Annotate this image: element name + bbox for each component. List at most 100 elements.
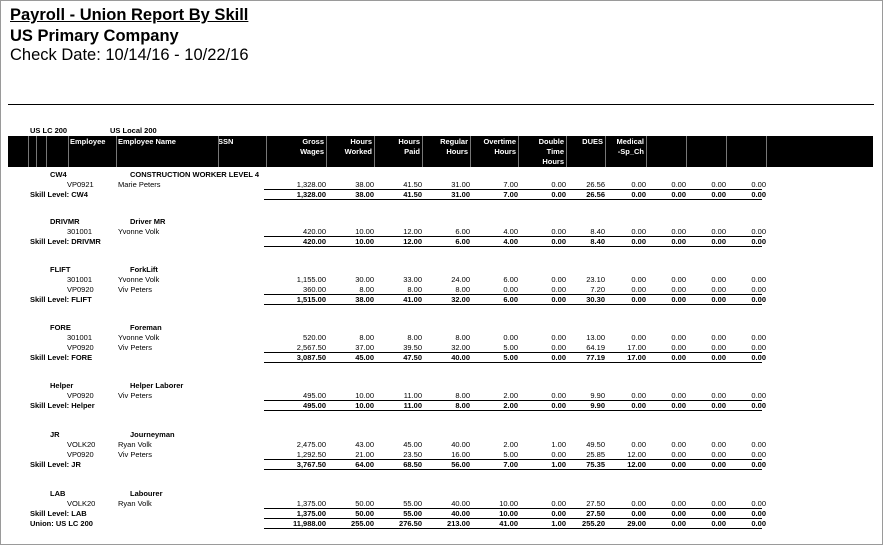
skill-subtotal-value: 3,087.50 [296, 353, 326, 362]
skill-subtotal-value: 6.00 [455, 237, 470, 246]
skill-subtotal-value: 0.00 [631, 401, 646, 410]
skill-subtotal-value: 0.00 [551, 401, 566, 410]
employee-value: 0.00 [751, 450, 766, 459]
employee-value: 0.00 [751, 391, 766, 400]
employee-value: 9.90 [590, 391, 605, 400]
skill-subtotal-value: 41.50 [403, 190, 422, 199]
header-column-divider [605, 136, 606, 167]
skill-subtotal-value: 0.00 [751, 190, 766, 199]
employee-value: 8.00 [359, 333, 374, 342]
employee-value: 4.00 [503, 227, 518, 236]
employee-value: 1.00 [551, 440, 566, 449]
skill-subtotal-value: 0.00 [551, 190, 566, 199]
skill-subtotal-value: 11.00 [403, 401, 422, 410]
skill-subtotal-value: 0.00 [631, 190, 646, 199]
header-column-divider [470, 136, 471, 167]
skill-subtotal-value: 50.00 [355, 509, 374, 518]
employee-value: 1,375.00 [296, 499, 326, 508]
employee-value: 0.00 [503, 285, 518, 294]
employee-value: 0.00 [671, 499, 686, 508]
employee-value: 0.00 [671, 343, 686, 352]
subtotal-rule [264, 528, 762, 529]
skill-code: JR [50, 430, 60, 439]
employee-value: 7.20 [590, 285, 605, 294]
employee-name: Viv Peters [118, 343, 153, 352]
employee-value: 0.00 [711, 440, 726, 449]
subtotal-rule [264, 236, 762, 237]
skill-subtotal-value: 68.50 [403, 460, 422, 469]
skill-subtotal-value: 9.90 [590, 401, 605, 410]
skill-code: DRIVMR [50, 217, 80, 226]
subtotal-rule [264, 294, 762, 295]
skill-subtotal-value: 8.00 [455, 401, 470, 410]
employee-value: 32.00 [451, 343, 470, 352]
skill-subtotal-label: Skill Level: DRIVMR [30, 237, 101, 246]
employee-id: 301001 [67, 333, 93, 342]
employee-value: 0.00 [711, 343, 726, 352]
employee-value: 0.00 [751, 333, 766, 342]
skill-subtotal-value: 4.00 [503, 237, 518, 246]
employee-value: 8.00 [359, 285, 374, 294]
union-total-value: 255.00 [351, 519, 374, 528]
employee-value: 0.00 [551, 391, 566, 400]
skill-subtotal-value: 0.00 [671, 237, 686, 246]
employee-value: 0.00 [631, 333, 646, 342]
employee-value: 0.00 [631, 285, 646, 294]
col-overtime-hours: Overtime Hours [483, 137, 516, 156]
employee-value: 55.00 [403, 499, 422, 508]
skill-subtotal-value: 12.00 [627, 460, 646, 469]
skill-subtotal-value: 0.00 [631, 237, 646, 246]
skill-name: CONSTRUCTION WORKER LEVEL 4 [130, 170, 260, 179]
employee-value: 0.00 [671, 275, 686, 284]
table-header: Employee Employee Name SSN Gross Wages Hou… [8, 136, 873, 167]
employee-value: 0.00 [751, 440, 766, 449]
employee-value: 0.00 [551, 227, 566, 236]
skill-subtotal-value: 8.40 [590, 237, 605, 246]
employee-value: 0.00 [751, 180, 766, 189]
employee-id: VP0920 [67, 391, 94, 400]
skill-subtotal-value: 1,328.00 [296, 190, 326, 199]
employee-value: 8.00 [407, 333, 422, 342]
employee-value: 0.00 [551, 343, 566, 352]
employee-value: 38.00 [355, 180, 374, 189]
skill-subtotal-value: 1,375.00 [296, 509, 326, 518]
employee-value: 17.00 [627, 343, 646, 352]
employee-value: 2,475.00 [296, 440, 326, 449]
skill-subtotal-value: 420.00 [303, 237, 326, 246]
employee-value: 43.00 [355, 440, 374, 449]
skill-subtotal-value: 0.00 [711, 460, 726, 469]
header-column-divider [116, 136, 117, 167]
subtotal-rule [264, 459, 762, 460]
col-medical-sp-ch: Medical -Sp_Ch [616, 137, 644, 156]
skill-subtotal-value: 40.00 [451, 353, 470, 362]
employee-value: 1,155.00 [296, 275, 326, 284]
employee-value: 39.50 [403, 343, 422, 352]
skill-subtotal-value: 6.00 [503, 295, 518, 304]
skill-subtotal-value: 0.00 [671, 509, 686, 518]
employee-name: Yvonne Volk [118, 227, 160, 236]
employee-value: 10.00 [355, 391, 374, 400]
union-total-value: 213.00 [447, 519, 470, 528]
skill-subtotal-value: 0.00 [711, 509, 726, 518]
employee-value: 2,567.50 [296, 343, 326, 352]
col-regular-hours: Regular Hours [440, 137, 468, 156]
subtotal-rule [264, 400, 762, 401]
skill-subtotal-value: 0.00 [711, 295, 726, 304]
employee-value: 5.00 [503, 343, 518, 352]
employee-value: 8.40 [590, 227, 605, 236]
union-total-value: 11,988.00 [293, 519, 326, 528]
skill-subtotal-value: 7.00 [503, 190, 518, 199]
employee-value: 0.00 [551, 285, 566, 294]
subtotal-rule [264, 246, 762, 247]
employee-value: 0.00 [671, 285, 686, 294]
company-name: US Primary Company [10, 27, 179, 45]
employee-value: 0.00 [631, 227, 646, 236]
employee-value: 0.00 [711, 227, 726, 236]
skill-subtotal-value: 17.00 [627, 353, 646, 362]
skill-name: Journeyman [130, 430, 175, 439]
skill-subtotal-value: 0.00 [631, 295, 646, 304]
col-gross-wages: Gross Wages [300, 137, 324, 156]
employee-value: 0.00 [711, 333, 726, 342]
employee-value: 24.00 [451, 275, 470, 284]
employee-value: 0.00 [551, 499, 566, 508]
